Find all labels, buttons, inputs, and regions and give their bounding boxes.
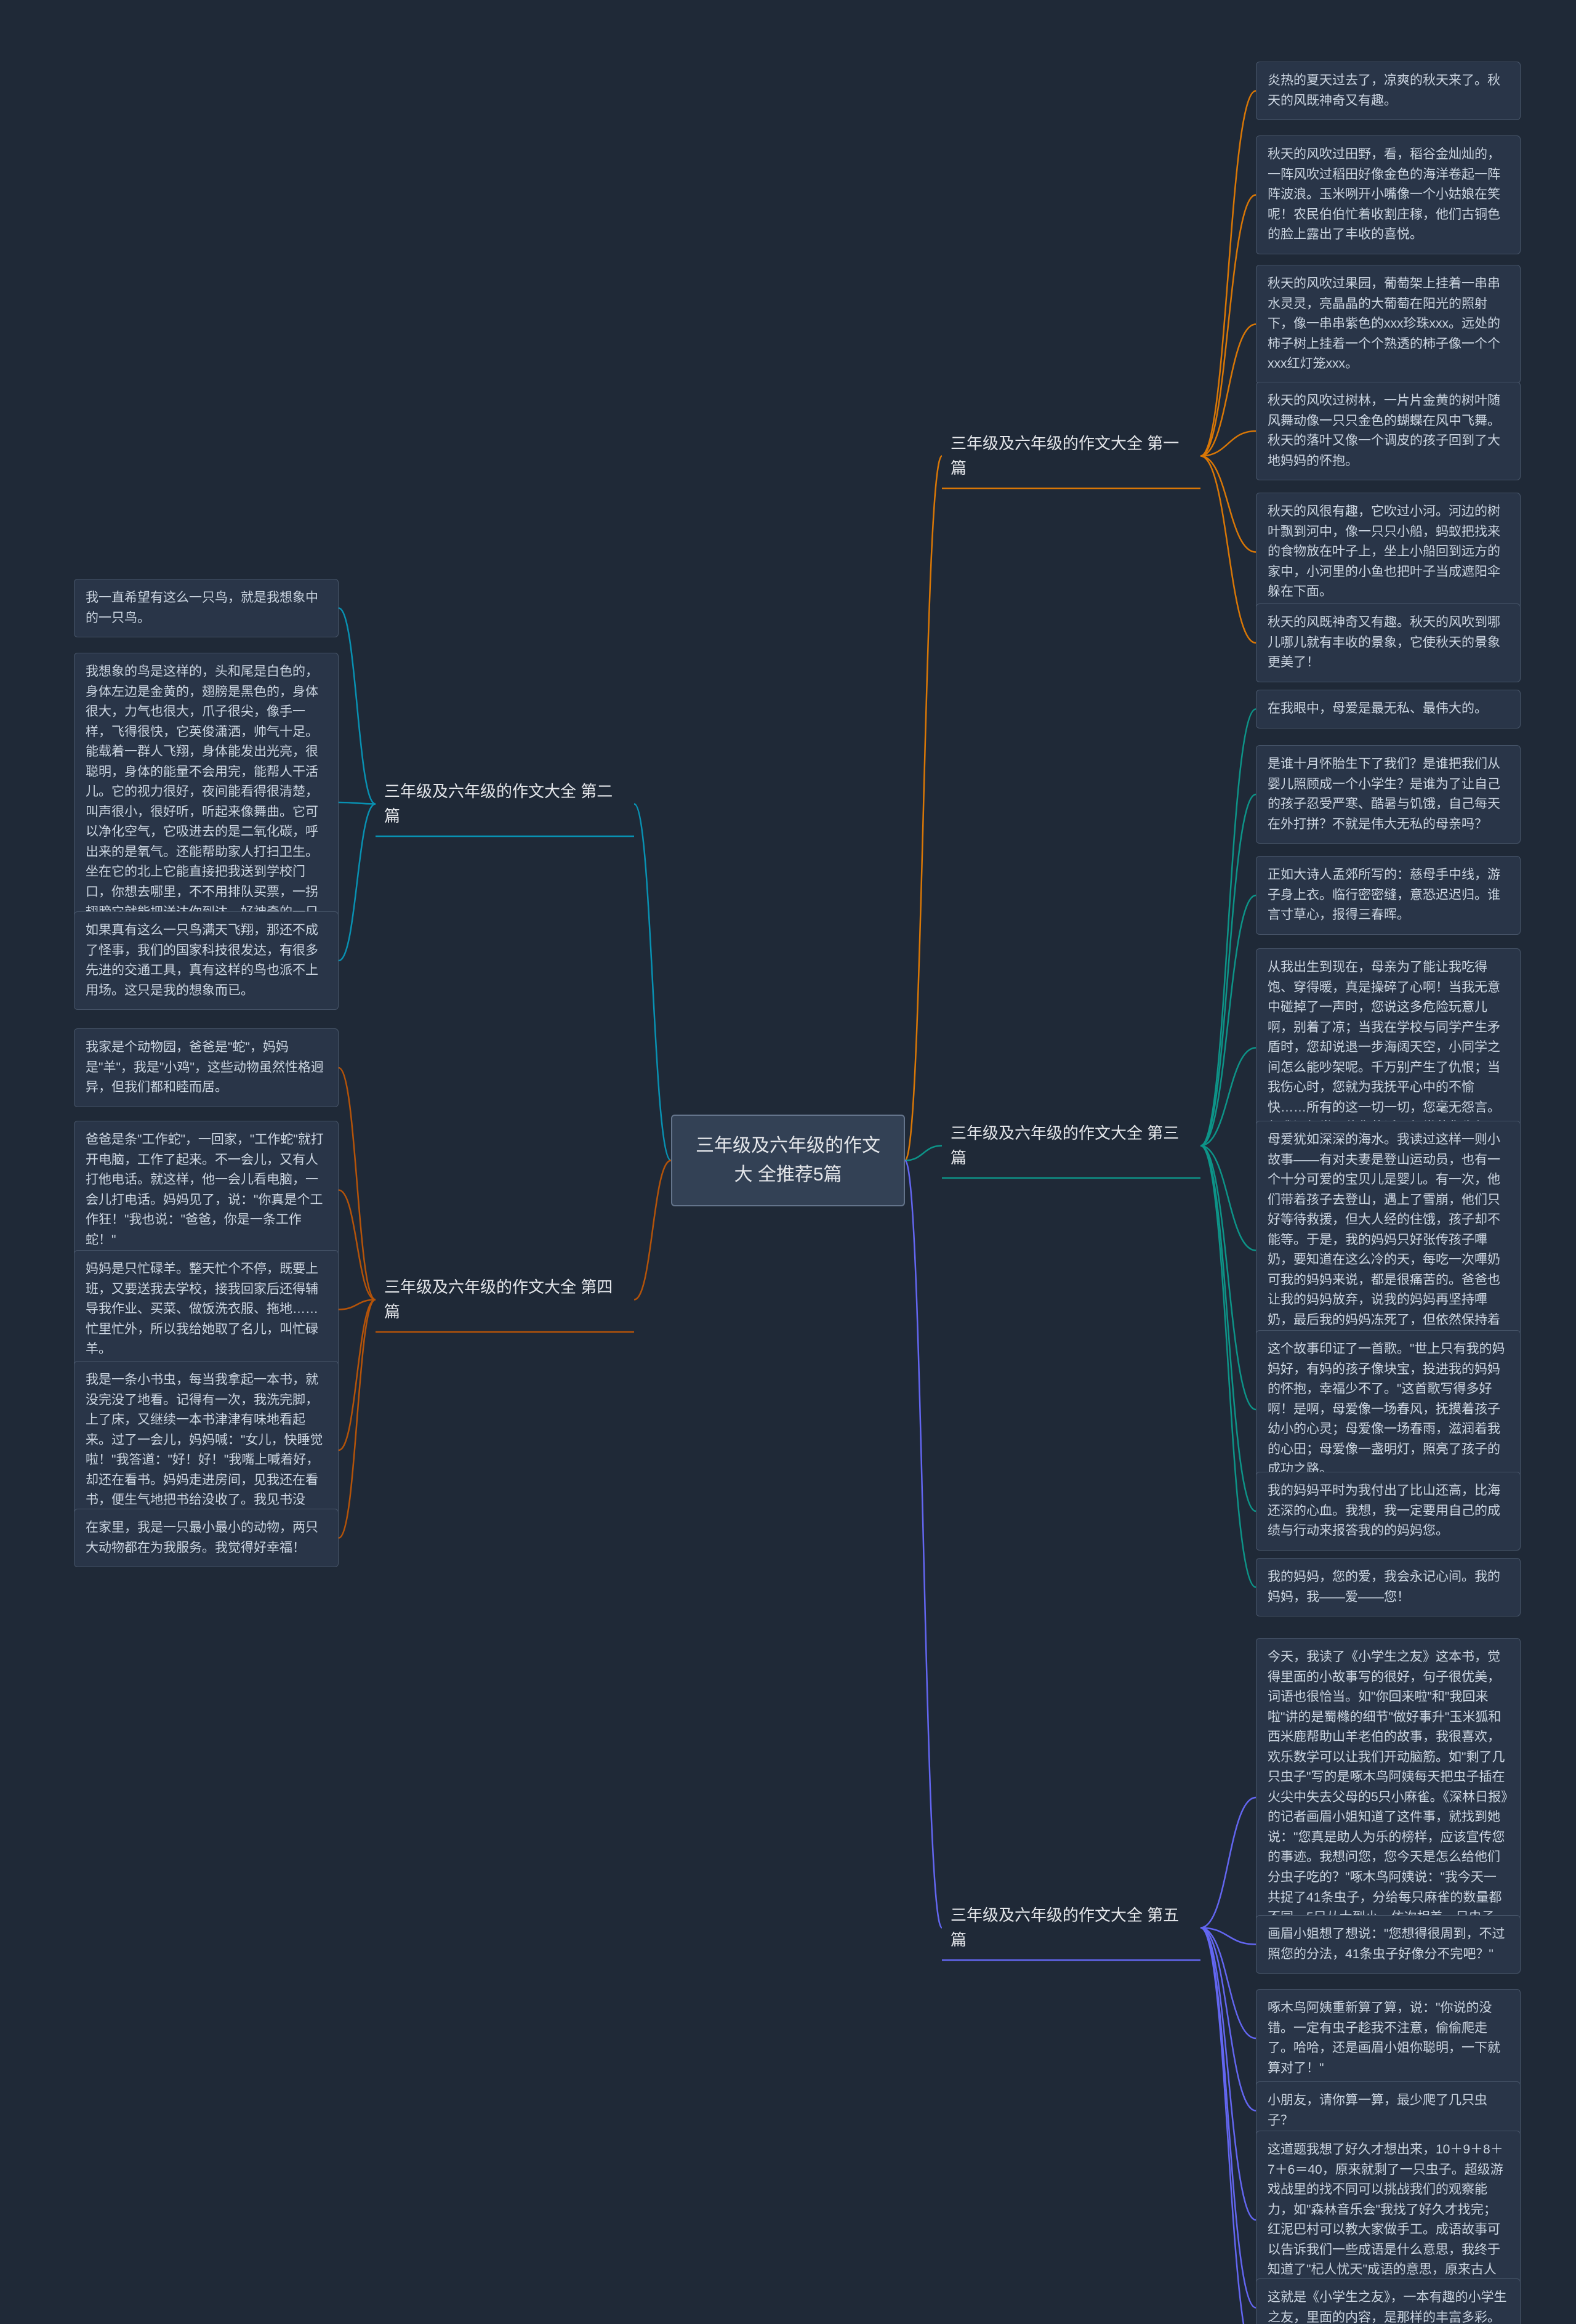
leaf-node[interactable]: 今天，我读了《小学生之友》这本书，觉得里面的小故事写的很好，句子很优美，词语也很… bbox=[1256, 1638, 1521, 1957]
leaf-node[interactable]: 爸爸是条"工作蛇"，一回家，"工作蛇"就打开电脑，工作了起来。不一会儿，又有人打… bbox=[74, 1121, 339, 1259]
leaf-node[interactable]: 从我出生到现在，母亲为了能让我吃得饱、穿得暖，真是操碎了心啊！当我无意中碰掉了一… bbox=[1256, 948, 1521, 1147]
leaf-node[interactable]: 我一直希望有这么一只鸟，就是我想象中的一只鸟。 bbox=[74, 579, 339, 637]
leaf-node[interactable]: 在我眼中，母爱是最无私、最伟大的。 bbox=[1256, 690, 1521, 728]
leaf-node[interactable]: 秋天的风既神奇又有趣。秋天的风吹到哪儿哪儿就有丰收的景象，它使秋天的景象更美了！ bbox=[1256, 603, 1521, 682]
leaf-node[interactable]: 是谁十月怀胎生下了我们？是谁把我们从婴儿照顾成一个小学生？是谁为了让自己的孩子忍… bbox=[1256, 745, 1521, 844]
leaf-node[interactable]: 画眉小姐想了想说："您想得很周到，不过照您的分法，41条虫子好像分不完吧？" bbox=[1256, 1915, 1521, 1974]
branch-label[interactable]: 三年级及六年级的作文大全 第五篇 bbox=[942, 1897, 1200, 1959]
leaf-node[interactable]: 我的妈妈平时为我付出了比山还高，比海还深的心血。我想，我一定要用自己的成绩与行动… bbox=[1256, 1472, 1521, 1551]
leaf-node[interactable]: 在家里，我是一只最小最小的动物，两只大动物都在为我服务。我觉得好幸福！ bbox=[74, 1509, 339, 1567]
branch-label[interactable]: 三年级及六年级的作文大全 第四篇 bbox=[376, 1269, 634, 1331]
leaf-node[interactable]: 秋天的风吹过果园，葡萄架上挂着一串串水灵灵，亮晶晶的大葡萄在阳光的照射下，像一串… bbox=[1256, 265, 1521, 384]
leaf-node[interactable]: 正如大诗人孟郊所写的：慈母手中线，游子身上衣。临行密密缝，意恐迟迟归。谁言寸草心… bbox=[1256, 856, 1521, 935]
leaf-node[interactable]: 秋天的风很有趣，它吹过小河。河边的树叶飘到河中，像一只只小船，蚂蚁把找来的食物放… bbox=[1256, 493, 1521, 611]
leaf-node[interactable]: 妈妈是只忙碌羊。整天忙个不停，既要上班，又要送我去学校，接我回家后还得辅导我作业… bbox=[74, 1250, 339, 1369]
branch-label[interactable]: 三年级及六年级的作文大全 第二篇 bbox=[376, 773, 634, 835]
branch-label[interactable]: 三年级及六年级的作文大全 第一篇 bbox=[942, 425, 1200, 487]
leaf-node[interactable]: 我的妈妈，您的爱，我会永记心间。我的妈妈，我——爱——您！ bbox=[1256, 1558, 1521, 1616]
root-node[interactable]: 三年级及六年级的作文大 全推荐5篇 bbox=[671, 1115, 905, 1206]
leaf-node[interactable]: 这个故事印证了一首歌。"世上只有我的妈妈好，有妈的孩子像块宝，投进我的妈妈的怀抱… bbox=[1256, 1330, 1521, 1489]
leaf-node[interactable]: 秋天的风吹过田野，看，稻谷金灿灿的，一阵风吹过稻田好像金色的海洋卷起一阵阵波浪。… bbox=[1256, 135, 1521, 254]
leaf-node[interactable]: 炎热的夏天过去了，凉爽的秋天来了。秋天的风既神奇又有趣。 bbox=[1256, 62, 1521, 120]
branch-label[interactable]: 三年级及六年级的作文大全 第三篇 bbox=[942, 1115, 1200, 1177]
leaf-node[interactable]: 我想象的鸟是这样的，头和尾是白色的，身体左边是金黄的，翅膀是黑色的，身体很大，力… bbox=[74, 653, 339, 952]
leaf-node[interactable]: 如果真有这么一只鸟满天飞翔，那还不成了怪事，我们的国家科技很发达，有很多先进的交… bbox=[74, 911, 339, 1010]
leaf-node[interactable]: 秋天的风吹过树林，一片片金黄的树叶随风舞动像一只只金色的蝴蝶在风中飞舞。秋天的落… bbox=[1256, 382, 1521, 480]
leaf-node[interactable]: 这就是《小学生之友》，一本有趣的小学生之友，里面的内容，是那样的丰富多彩。 bbox=[1256, 2278, 1521, 2324]
leaf-node[interactable]: 啄木鸟阿姨重新算了算，说："你说的没错。一定有虫子趁我不注意，偷偷爬走了。哈哈，… bbox=[1256, 1989, 1521, 2088]
leaf-node[interactable]: 我家是个动物园，爸爸是"蛇"，妈妈是"羊"，我是"小鸡"，这些动物虽然性格迥异，… bbox=[74, 1028, 339, 1107]
